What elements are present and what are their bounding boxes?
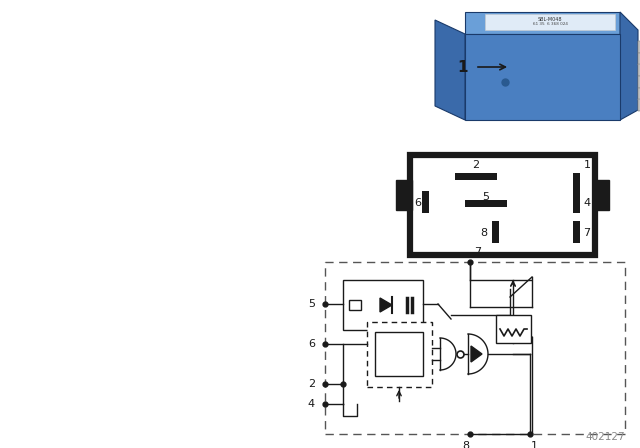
Text: 1: 1 xyxy=(458,60,468,74)
Text: 61 35  6 368 024: 61 35 6 368 024 xyxy=(532,22,568,26)
Text: 2: 2 xyxy=(308,379,315,389)
Polygon shape xyxy=(638,41,640,53)
Text: 1: 1 xyxy=(584,160,591,170)
Text: SBL-M048: SBL-M048 xyxy=(538,17,563,22)
Polygon shape xyxy=(620,12,638,120)
Polygon shape xyxy=(638,53,640,65)
Polygon shape xyxy=(465,34,620,120)
Polygon shape xyxy=(638,64,640,76)
Bar xyxy=(396,180,412,210)
Polygon shape xyxy=(485,14,615,30)
Bar xyxy=(465,200,507,207)
Bar xyxy=(593,180,609,210)
Bar xyxy=(325,262,625,434)
Bar xyxy=(573,221,580,243)
Text: 1: 1 xyxy=(531,441,538,448)
Bar xyxy=(375,332,423,376)
Polygon shape xyxy=(471,346,482,362)
Bar xyxy=(455,173,497,180)
Bar xyxy=(343,280,423,330)
Polygon shape xyxy=(435,20,465,120)
Bar xyxy=(349,300,361,310)
Bar xyxy=(573,173,580,195)
Text: 402127: 402127 xyxy=(586,432,625,442)
Text: 4: 4 xyxy=(584,198,591,208)
Polygon shape xyxy=(638,99,640,111)
Text: 5: 5 xyxy=(308,299,315,309)
Polygon shape xyxy=(638,88,640,100)
Bar xyxy=(573,191,580,213)
Text: 2: 2 xyxy=(472,160,479,170)
Polygon shape xyxy=(638,76,640,88)
Bar xyxy=(492,221,499,243)
Bar xyxy=(367,322,432,387)
Bar xyxy=(422,191,429,213)
Polygon shape xyxy=(380,298,392,312)
Bar xyxy=(410,155,595,255)
Text: 4: 4 xyxy=(308,399,315,409)
Text: 6: 6 xyxy=(308,339,315,349)
Text: 6: 6 xyxy=(415,198,422,208)
Text: 8: 8 xyxy=(481,228,488,238)
Text: 7: 7 xyxy=(584,228,591,238)
Text: 8: 8 xyxy=(463,441,470,448)
Text: 5: 5 xyxy=(483,192,490,202)
Polygon shape xyxy=(465,12,620,34)
Bar xyxy=(496,315,531,343)
Text: 7: 7 xyxy=(474,247,481,257)
